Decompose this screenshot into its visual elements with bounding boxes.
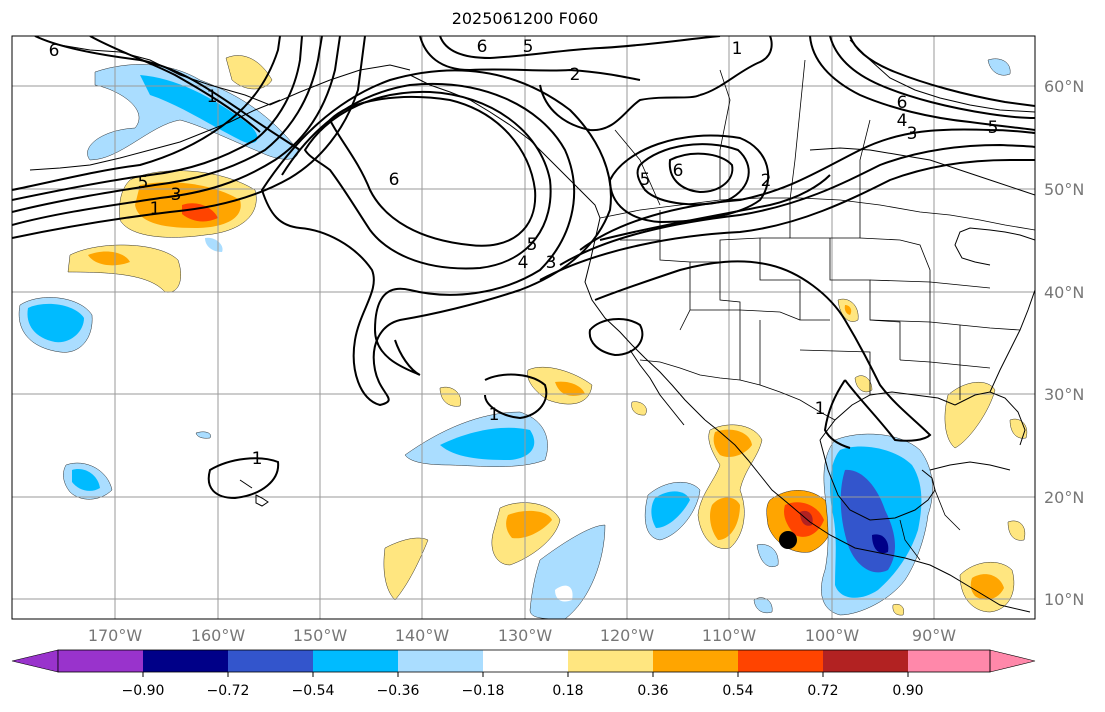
colorbar-tick-label: 0.36 — [637, 683, 669, 699]
lon-label: 110°W — [701, 626, 757, 645]
contour-label: 5 — [523, 37, 534, 57]
storm-position-dot — [779, 531, 797, 549]
contour-label: 3 — [907, 124, 918, 144]
colorbar-tick-label: 0.72 — [807, 683, 839, 699]
graticule — [12, 36, 1035, 619]
contour-label: 5 — [527, 235, 538, 255]
contour-label: 6 — [673, 161, 684, 181]
lon-label: 160°W — [190, 626, 246, 645]
contour-label: 6 — [897, 93, 908, 113]
political-borders — [599, 59, 1035, 561]
lat-label: 10°N — [1044, 590, 1085, 609]
contour-label: 1 — [207, 87, 218, 107]
lat-label: 40°N — [1044, 283, 1085, 302]
lat-label: 30°N — [1044, 385, 1085, 404]
map-title: 2025061200 F060 — [451, 9, 599, 28]
colorbar-tick-label: −0.90 — [121, 683, 165, 699]
lon-label: 140°W — [394, 626, 450, 645]
colorbar — [11, 649, 1036, 677]
colorbar-tick-label: −0.36 — [376, 683, 420, 699]
contour-label: 2 — [761, 171, 772, 191]
contour-label: 5 — [988, 118, 999, 138]
contour-label: 4 — [518, 253, 529, 273]
contour-label: 4 — [897, 111, 908, 131]
colorbar-tick-label: 0.54 — [722, 683, 754, 699]
contour-label: 2 — [570, 65, 581, 85]
colorbar-tick-label: −0.72 — [206, 683, 250, 699]
shaded-field-layer — [18, 55, 1028, 619]
colorbar-tick-label: 0.18 — [552, 683, 584, 699]
contour-label: 1 — [252, 449, 263, 469]
lat-label: 60°N — [1044, 77, 1085, 96]
contour-label: 1 — [489, 405, 500, 425]
contour-label: 1 — [150, 199, 161, 219]
colorbar-tick-label: −0.54 — [291, 683, 335, 699]
lon-label: 90°W — [911, 626, 957, 645]
lat-label: 50°N — [1044, 180, 1085, 199]
height-contours — [12, 36, 1035, 500]
contour-label: 6 — [389, 170, 400, 190]
colorbar-tick-label: 0.90 — [892, 683, 924, 699]
coastlines — [29, 39, 1035, 613]
contour-labels: 6 5 1 2 5 6 5 3 1 6 5 6 2 4 3 5 4 3 6 1 … — [49, 37, 999, 469]
lon-label: 170°W — [87, 626, 143, 645]
contour-label: 6 — [477, 37, 488, 57]
contour-label: 1 — [815, 399, 826, 419]
contour-label: 6 — [49, 41, 60, 61]
contour-label: 3 — [546, 253, 557, 273]
lon-label: 100°W — [804, 626, 860, 645]
lon-label: 130°W — [497, 626, 553, 645]
contour-label: 5 — [640, 170, 651, 190]
lat-label: 20°N — [1044, 488, 1085, 507]
colorbar-tick-label: −0.18 — [461, 683, 505, 699]
contour-label: 1 — [732, 39, 743, 59]
contour-label: 3 — [171, 185, 182, 205]
map-frame — [11, 35, 1036, 620]
contour-label: 5 — [138, 173, 149, 193]
lon-label: 150°W — [292, 626, 348, 645]
lon-label: 120°W — [599, 626, 655, 645]
